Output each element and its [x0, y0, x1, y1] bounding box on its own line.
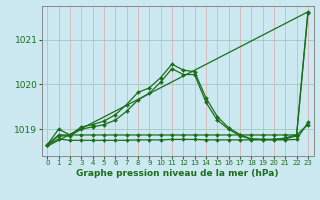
X-axis label: Graphe pression niveau de la mer (hPa): Graphe pression niveau de la mer (hPa)	[76, 169, 279, 178]
